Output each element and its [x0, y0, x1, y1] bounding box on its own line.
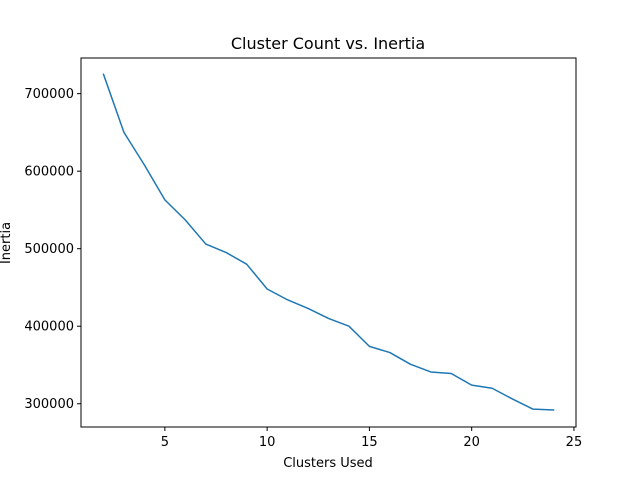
y-tick-label: 400000 — [24, 320, 74, 335]
y-tick-label: 600000 — [24, 165, 74, 180]
chart-title: Cluster Count vs. Inertia — [231, 34, 425, 53]
y-tick-label: 700000 — [24, 87, 74, 102]
x-tick-label: 25 — [566, 435, 583, 450]
x-tick-label: 20 — [463, 435, 480, 450]
x-axis-label: Clusters Used — [283, 456, 373, 471]
x-tick-label: 10 — [259, 435, 276, 450]
x-tick-label: 15 — [361, 435, 378, 450]
y-tick-label: 500000 — [24, 242, 74, 257]
y-axis-label: Inertia — [0, 222, 14, 264]
x-tick-label: 5 — [161, 435, 169, 450]
y-tick-label: 300000 — [24, 397, 74, 412]
